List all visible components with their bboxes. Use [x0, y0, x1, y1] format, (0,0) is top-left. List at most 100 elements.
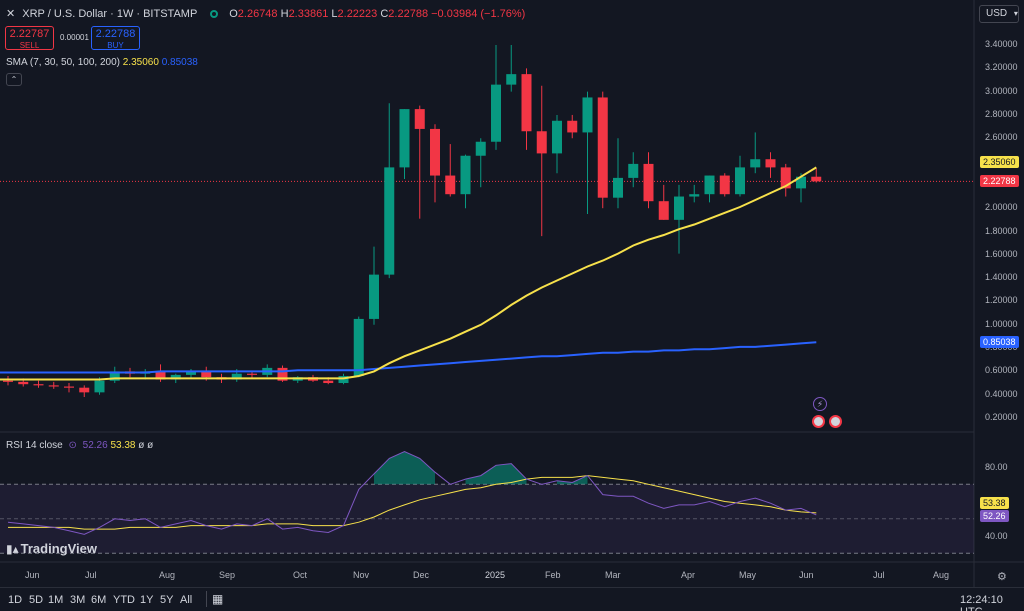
candle-body	[719, 175, 730, 195]
price-axis-label: 1.80000	[985, 225, 1018, 236]
candle-body	[735, 167, 745, 195]
candle-body	[18, 381, 29, 385]
rsi-signal-line	[8, 475, 817, 530]
sma-yellow-line	[0, 166, 817, 381]
candle-body	[613, 177, 623, 198]
price-axis-label: 1.60000	[985, 248, 1018, 259]
tradingview-logo-text: TradingView	[20, 541, 97, 556]
candle-body	[170, 374, 181, 380]
rsi-overbought-fill	[465, 463, 527, 485]
candle-body	[48, 385, 59, 387]
chart-canvas[interactable]	[0, 0, 1024, 587]
price-axis-label: 1.00000	[985, 318, 1018, 329]
candle-body	[353, 318, 364, 377]
chevron-down-icon: ▾	[1013, 9, 1018, 18]
candle-body	[338, 376, 349, 384]
sell-button[interactable]: 2.22787 SELL	[5, 26, 54, 50]
status-dot-icon	[210, 10, 219, 18]
candle-body	[247, 373, 257, 375]
candle-body	[536, 131, 547, 154]
calendar-goto-icon[interactable]: ▦	[212, 592, 224, 606]
candle-body	[643, 163, 654, 202]
lightning-event-icon[interactable]: ⚡	[813, 397, 827, 411]
candle-body	[658, 201, 669, 220]
time-axis-label: Feb	[545, 570, 561, 580]
timeframe-button-6m[interactable]: 6M	[91, 594, 107, 606]
candle-body	[689, 194, 700, 197]
candle-body	[445, 175, 456, 195]
rsi-extra-1: ø	[138, 440, 145, 451]
timeframe-button-3m[interactable]: 3M	[70, 594, 86, 606]
candle-body	[369, 274, 379, 319]
us-flag-event-icon[interactable]	[812, 415, 825, 428]
time-axis-label: 2025	[485, 570, 506, 580]
spread-value: 0.00001	[60, 33, 89, 42]
sma-label: SMA (7, 30, 50, 100, 200)	[6, 57, 120, 68]
price-axis-label: 3.40000	[985, 39, 1018, 49]
time-axis-label: May	[739, 570, 757, 580]
clock-display[interactable]: 12:24:10 UTC	[960, 594, 1003, 611]
candle-body	[811, 176, 822, 182]
symbol-header: ✕ XRP / U.S. Dollar · 1W · BITSTAMP O2.2…	[6, 7, 525, 20]
close-icon[interactable]: ✕	[6, 8, 16, 20]
candle-body	[109, 371, 120, 381]
price-axis-label: 0.20000	[985, 412, 1018, 422]
settings-gear-icon[interactable]: ⚙	[997, 571, 1007, 583]
price-axis-label: 3.20000	[985, 62, 1018, 73]
rsi-settings-icon[interactable]: ⊙	[68, 440, 77, 451]
tradingview-logo-icon: ▮▴	[6, 542, 19, 556]
toolbar-divider	[206, 591, 207, 607]
time-axis-label: Nov	[353, 570, 370, 580]
candle-body	[750, 159, 761, 168]
symbol-title[interactable]: XRP / U.S. Dollar · 1W · BITSTAMP	[22, 8, 198, 20]
timeframe-button-5y[interactable]: 5Y	[160, 594, 174, 606]
price-axis-label: 0.40000	[985, 388, 1018, 399]
time-axis-label: Mar	[605, 570, 621, 580]
price-axis-label: 2.60000	[985, 132, 1018, 143]
buy-button[interactable]: 2.22788 BUY	[91, 26, 140, 50]
currency-button[interactable]: USD ▾	[979, 5, 1019, 23]
sma-legend[interactable]: SMA (7, 30, 50, 100, 200) 2.35060 0.8503…	[6, 57, 198, 68]
rsi-extra-2: ø	[147, 440, 154, 451]
timeframe-button-1d[interactable]: 1D	[8, 594, 23, 606]
candle-body	[674, 196, 684, 220]
time-axis-label: Aug	[159, 570, 176, 580]
collapse-chevron-icon[interactable]: ⌃	[6, 73, 22, 86]
candle-body	[3, 380, 13, 382]
rsi-legend[interactable]: RSI 14 close ⊙ 52.26 53.38 ø ø	[6, 440, 153, 451]
timeframe-button-1m[interactable]: 1M	[48, 594, 64, 606]
sma-blue-price-tag: 0.85038	[980, 336, 1019, 348]
rsi-label: RSI 14 close	[6, 440, 63, 451]
price-axis-label: 3.00000	[985, 85, 1018, 96]
candle-body	[765, 159, 776, 168]
candle-body	[33, 384, 44, 386]
time-axis-label: Aug	[933, 570, 950, 580]
timeframe-button-ytd[interactable]: YTD	[113, 594, 135, 606]
rsi-overbought-fill	[374, 451, 435, 485]
rsi-line	[7, 450, 817, 535]
candle-body	[597, 97, 608, 198]
time-axis-label: Dec	[413, 570, 430, 580]
tradingview-logo[interactable]: ▮▴ TradingView	[6, 541, 97, 556]
candle-body	[277, 367, 288, 381]
ohlc-high: H2.33861	[280, 8, 329, 20]
rsi-value: 52.26	[82, 440, 108, 451]
rsi-signal-value: 53.38	[110, 440, 136, 451]
ohlc-close: C2.22788	[380, 8, 429, 20]
bottom-toolbar: 1D 5D 1M 3M 6M YTD 1Y 5Y All ▦ 12:24:10 UTC	[0, 587, 1024, 611]
candle-body	[155, 371, 166, 380]
candle-body	[414, 109, 425, 129]
time-axis-label: Jun	[799, 570, 814, 580]
candle-body	[64, 386, 74, 388]
timeframe-button-5d[interactable]: 5D	[29, 594, 44, 606]
currency-label: USD	[986, 8, 1008, 19]
timeframe-button-all[interactable]: All	[180, 594, 193, 606]
timeframe-button-1y[interactable]: 1Y	[140, 594, 154, 606]
ohlc-change: −0.03984 (−1.76%)	[431, 8, 526, 20]
us-flag-event-icon[interactable]	[829, 415, 842, 428]
sma-value-yellow: 2.35060	[122, 57, 159, 68]
candle-body	[186, 371, 196, 375]
price-axis-label: 1.40000	[985, 272, 1018, 283]
sell-price: 2.22787	[9, 28, 50, 40]
candle-body	[552, 120, 562, 154]
